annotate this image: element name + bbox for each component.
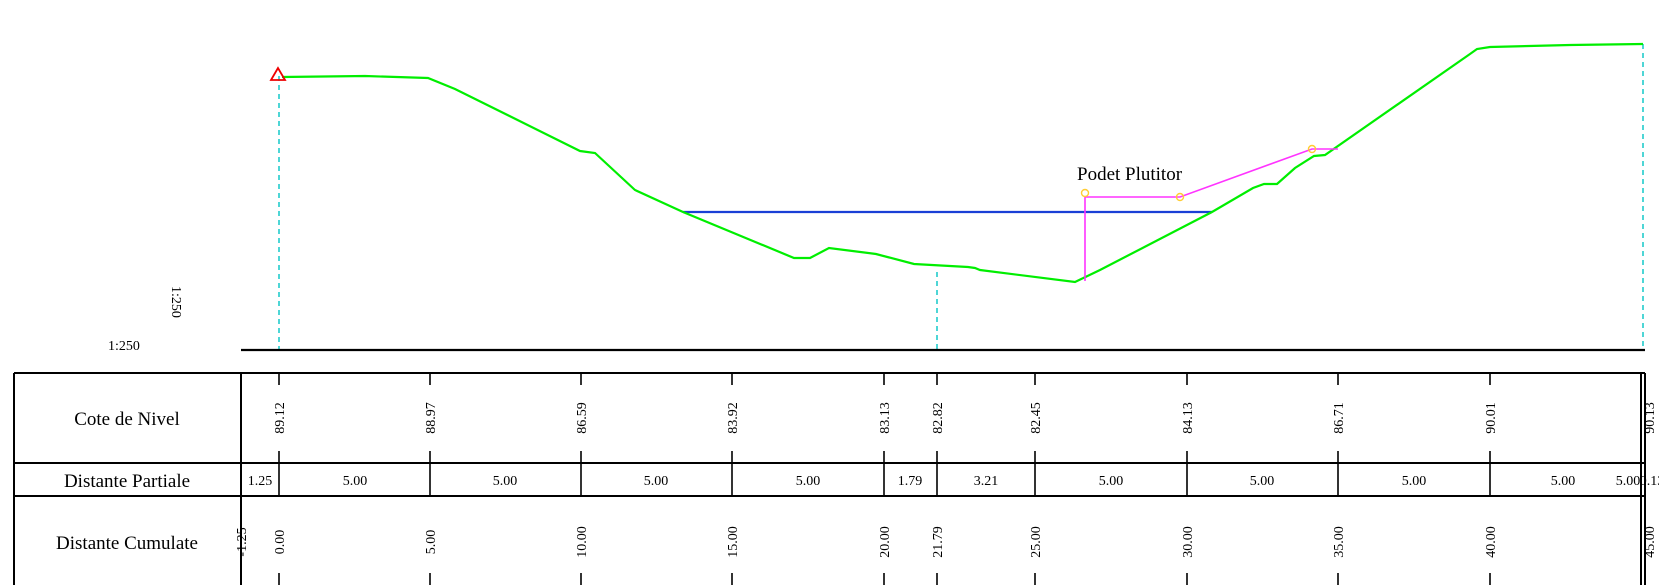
elevation-station-ticks [278, 373, 1491, 463]
vertical-scale-label: 1:250 [168, 286, 183, 318]
partial-distance-value: 5.00 [1402, 474, 1427, 489]
partial-distance-value: 5.00 [796, 474, 821, 489]
elevation-value: 90.01 [1484, 402, 1499, 434]
partial-distance-value: 3.21 [974, 474, 999, 489]
culvert-vertex-marker [1080, 188, 1090, 198]
cumulative-distance-value: 20.00 [878, 526, 893, 558]
culvert-vertex-marker [1307, 144, 1317, 154]
partial-distance-value: 5.00 [1616, 474, 1641, 489]
elevation-value: 84.13 [1181, 402, 1196, 434]
elevation-value: 82.82 [931, 402, 946, 434]
partial-distance-value: 5.00 [493, 474, 518, 489]
partial-distance-separators [278, 463, 1491, 496]
row-label-cumulative-distances: Distante Cumulate [56, 533, 198, 554]
culvert-structure-line [1084, 148, 1338, 281]
elevation-value: 89.12 [273, 402, 288, 434]
partial-distance-value: 1.79 [898, 474, 923, 489]
partial-distance-value: 0.13 [1640, 474, 1659, 489]
cumulative-distance-values: -1.25 0.00 5.00 10.00 15.00 20.00 21.79 … [235, 526, 1658, 558]
cumulative-distance-value: 25.00 [1029, 526, 1044, 558]
cumulative-distance-value: 15.00 [726, 526, 741, 558]
culvert-vertex-marker [1175, 192, 1185, 202]
cumulative-distance-value: 40.00 [1484, 526, 1499, 558]
row-label-partial-distances: Distante Partiale [64, 471, 190, 492]
partial-distance-value: 5.00 [1250, 474, 1275, 489]
cumulative-distance-value: 45.00 [1643, 526, 1658, 558]
partial-distance-value: 5.00 [644, 474, 669, 489]
elevation-value: 83.92 [726, 402, 741, 434]
horizontal-scale-label: 1:250 [108, 339, 140, 354]
partial-distance-value: 5.00 [343, 474, 368, 489]
elevation-value: 88.97 [424, 402, 439, 434]
start-point-triangle-icon [269, 66, 287, 81]
cumulative-distance-value: 21.79 [931, 526, 946, 558]
cumulative-station-ticks [240, 573, 1491, 585]
elevation-value: 90.13 [1643, 402, 1658, 434]
partial-distance-value: 1.25 [248, 474, 273, 489]
structure-label: Podet Plutitor [1077, 164, 1183, 185]
partial-distance-values: 1.25 5.00 5.00 5.00 5.00 1.79 3.21 5.00 … [248, 474, 1659, 489]
cumulative-distance-value: 10.00 [575, 526, 590, 558]
row-label-elevations: Cote de Nivel [74, 409, 180, 430]
elevation-value: 83.13 [878, 402, 893, 434]
elevation-value: 82.45 [1029, 402, 1044, 434]
cumulative-distance-value: 5.00 [424, 530, 439, 555]
cumulative-distance-value: 30.00 [1181, 526, 1196, 558]
partial-distance-value: 5.00 [1099, 474, 1124, 489]
elevation-values: 89.12 88.97 86.59 83.92 83.13 82.82 82.4… [273, 402, 1658, 434]
cumulative-distance-value: 0.00 [273, 530, 288, 555]
elevation-value: 86.71 [1332, 402, 1347, 434]
cumulative-distance-value: 35.00 [1332, 526, 1347, 558]
partial-distance-value: 5.00 [1551, 474, 1576, 489]
elevation-value: 86.59 [575, 402, 590, 434]
cumulative-distance-value: -1.25 [235, 527, 250, 556]
data-table-frame [13, 372, 1646, 585]
terrain-profile-line [281, 42, 1644, 284]
